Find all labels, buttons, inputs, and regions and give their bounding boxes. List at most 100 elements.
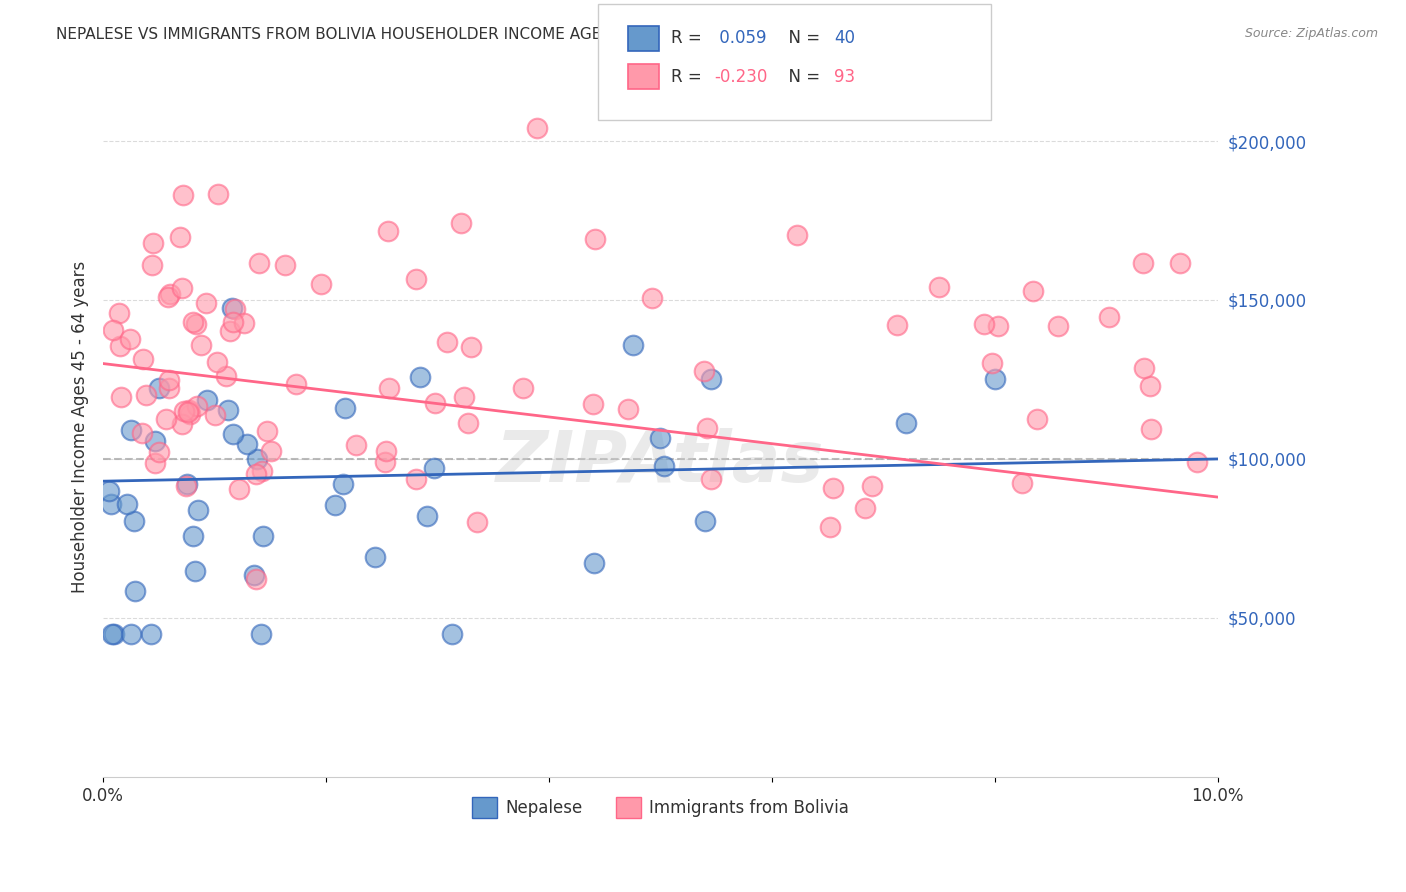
Point	[453, 390, 475, 404]
Point	[700, 472, 723, 486]
Point	[245, 572, 267, 586]
Point	[228, 482, 250, 496]
Point	[120, 423, 142, 437]
Point	[159, 286, 181, 301]
Point	[333, 401, 356, 415]
Point	[821, 482, 844, 496]
Text: 0.059: 0.059	[714, 29, 766, 47]
Point	[980, 356, 1002, 370]
Text: ZIPAtlas: ZIPAtlas	[496, 427, 825, 497]
Point	[1022, 284, 1045, 298]
Point	[222, 315, 245, 329]
Point	[465, 516, 488, 530]
Point	[179, 403, 201, 417]
Point	[148, 382, 170, 396]
Y-axis label: Householder Income Ages 45 - 64 years: Householder Income Ages 45 - 64 years	[72, 261, 89, 593]
Point	[621, 338, 644, 352]
Point	[696, 421, 718, 435]
Point	[235, 437, 257, 451]
Point	[405, 472, 427, 486]
Point	[786, 227, 808, 242]
Point	[582, 556, 605, 570]
Point	[1140, 422, 1163, 436]
Point	[204, 409, 226, 423]
Point	[148, 444, 170, 458]
Point	[374, 443, 396, 458]
Point	[101, 323, 124, 337]
Point	[143, 456, 166, 470]
Text: Source: ZipAtlas.com: Source: ZipAtlas.com	[1244, 27, 1378, 40]
Point	[108, 306, 131, 320]
Point	[179, 407, 201, 421]
Point	[214, 368, 236, 383]
Point	[132, 351, 155, 366]
Point	[174, 479, 197, 493]
Text: -0.230: -0.230	[714, 68, 768, 86]
Point	[1132, 361, 1154, 376]
Point	[184, 564, 207, 578]
Point	[247, 256, 270, 270]
Point	[695, 514, 717, 528]
Point	[222, 426, 245, 441]
Point	[233, 316, 256, 330]
Point	[103, 627, 125, 641]
Point	[186, 399, 208, 413]
Point	[928, 280, 950, 294]
Point	[252, 464, 274, 478]
Point	[987, 318, 1010, 333]
Point	[181, 315, 204, 329]
Point	[252, 528, 274, 542]
Point	[157, 381, 180, 395]
Point	[436, 334, 458, 349]
Point	[693, 364, 716, 378]
Point	[377, 224, 399, 238]
Point	[860, 479, 883, 493]
Point	[285, 376, 308, 391]
Point	[219, 324, 242, 338]
Text: N =: N =	[778, 68, 825, 86]
Point	[156, 290, 179, 304]
Point	[364, 550, 387, 565]
Point	[1168, 256, 1191, 270]
Point	[124, 584, 146, 599]
Point	[100, 497, 122, 511]
Point	[190, 338, 212, 352]
Point	[217, 403, 239, 417]
Text: 40: 40	[834, 29, 855, 47]
Point	[250, 627, 273, 641]
Point	[176, 477, 198, 491]
Point	[260, 444, 283, 458]
Point	[274, 258, 297, 272]
Point	[155, 412, 177, 426]
Point	[187, 502, 209, 516]
Point	[245, 467, 267, 481]
Point	[157, 373, 180, 387]
Point	[425, 396, 447, 410]
Point	[122, 514, 145, 528]
Point	[184, 318, 207, 332]
Point	[654, 458, 676, 473]
Point	[374, 455, 396, 469]
Point	[641, 291, 664, 305]
Point	[177, 405, 200, 419]
Point	[1026, 412, 1049, 426]
Legend: Nepalese, Immigrants from Bolivia: Nepalese, Immigrants from Bolivia	[465, 791, 856, 824]
Point	[886, 318, 908, 332]
Point	[207, 187, 229, 202]
Point	[344, 438, 367, 452]
Point	[256, 425, 278, 439]
Point	[460, 340, 482, 354]
Point	[1139, 378, 1161, 392]
Point	[409, 370, 432, 384]
Point	[973, 317, 995, 331]
Point	[526, 120, 548, 135]
Point	[194, 296, 217, 310]
Point	[117, 497, 139, 511]
Point	[195, 392, 218, 407]
Point	[512, 381, 534, 395]
Point	[616, 402, 638, 417]
Point	[450, 216, 472, 230]
Point	[309, 277, 332, 291]
Point	[246, 451, 269, 466]
Point	[170, 280, 193, 294]
